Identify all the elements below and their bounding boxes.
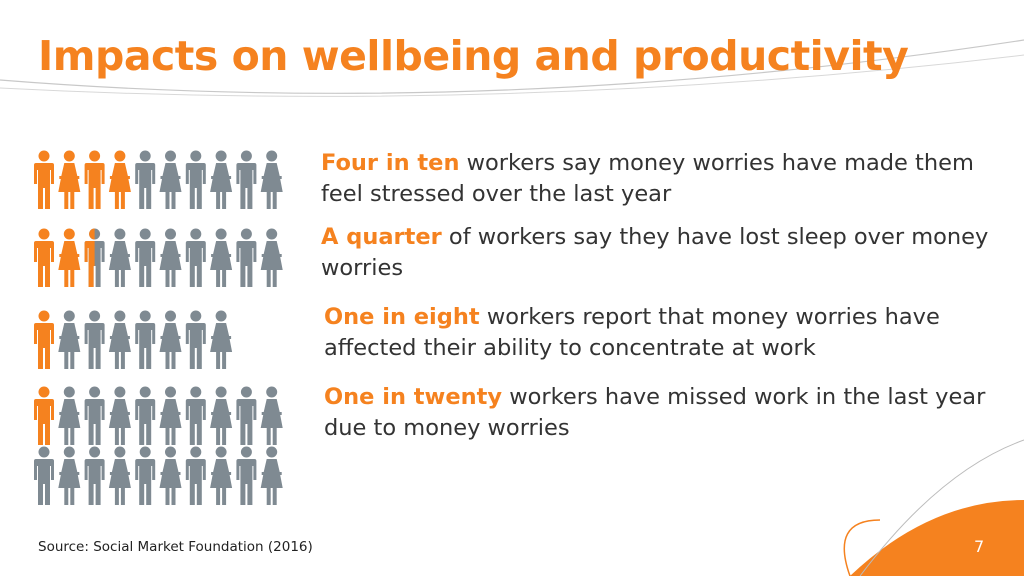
item: A quarter of workers say they have lost …: [321, 222, 991, 284]
title: Impacts on wellbeing and productivity: [38, 32, 909, 80]
person-icon: [210, 228, 233, 287]
decor-curve: [843, 519, 881, 576]
person-icon: [210, 310, 233, 369]
person-icon: [34, 310, 54, 369]
person-icon: [135, 446, 156, 505]
person-icon: [260, 386, 283, 445]
person-icon: [135, 386, 156, 445]
person-icon: [108, 150, 131, 209]
item-lead: One in eight: [324, 304, 480, 330]
person-icon: [185, 386, 206, 445]
decor-blob: [850, 500, 1024, 576]
person-icon: [108, 446, 131, 505]
item-lead: One in twenty: [324, 384, 503, 410]
person-icon: [135, 310, 156, 369]
item-text: workers report that money worries have a…: [324, 304, 940, 361]
item: One in twenty workers have missed work i…: [324, 382, 994, 444]
item: Four in ten workers say money worries ha…: [321, 148, 991, 210]
person-icon: [58, 446, 81, 505]
person-icon: [108, 386, 131, 445]
person-icon: [84, 310, 105, 369]
person-icon: [159, 310, 182, 369]
item-lead: Four in ten: [321, 150, 460, 176]
person-icon: [34, 228, 54, 287]
person-icon: [108, 228, 131, 287]
item-text: workers have missed work in the last yea…: [324, 384, 986, 441]
decor-curve: [859, 439, 1024, 576]
person-icon: [135, 150, 156, 209]
person-icon: [34, 150, 54, 209]
person-icon: [159, 446, 182, 505]
item-text: workers say money worries have made them…: [321, 150, 974, 207]
page-number: 7: [974, 537, 985, 556]
person-icon: [210, 150, 233, 209]
person-icon: [210, 446, 233, 505]
person-icon: [185, 228, 206, 287]
person-icon: [58, 150, 81, 209]
person-icon: [159, 150, 182, 209]
person-icon: [84, 386, 105, 445]
item-lead: A quarter: [321, 224, 442, 250]
person-icon: [185, 310, 206, 369]
person-icon: [34, 386, 54, 445]
person-icon: [185, 446, 206, 505]
person-icon: [236, 386, 257, 445]
item: One in eight workers report that money w…: [324, 302, 994, 364]
person-icon: [159, 386, 182, 445]
person-icon: [135, 228, 156, 287]
person-icon: [58, 386, 81, 445]
person-icon: [108, 310, 131, 369]
person-icon: [236, 446, 257, 505]
person-icon: [210, 386, 233, 445]
person-icon: [58, 310, 81, 369]
person-icon: [260, 228, 283, 287]
person-icon: [84, 446, 105, 505]
item-text: of workers say they have lost sleep over…: [321, 224, 989, 281]
decor-curve: [0, 54, 1024, 97]
person-icon: [260, 446, 283, 505]
person-icon: [58, 228, 81, 287]
person-icon: [159, 228, 182, 287]
person-icon: [34, 446, 54, 505]
person-icon: [236, 228, 257, 287]
source: Source: Social Market Foundation (2016): [38, 539, 313, 555]
person-icon: [84, 150, 105, 209]
decor-curve: [0, 39, 1024, 94]
pictogram: [34, 150, 283, 505]
person-icon: [236, 150, 257, 209]
person-icon: [260, 150, 283, 209]
person-icon: [185, 150, 206, 209]
